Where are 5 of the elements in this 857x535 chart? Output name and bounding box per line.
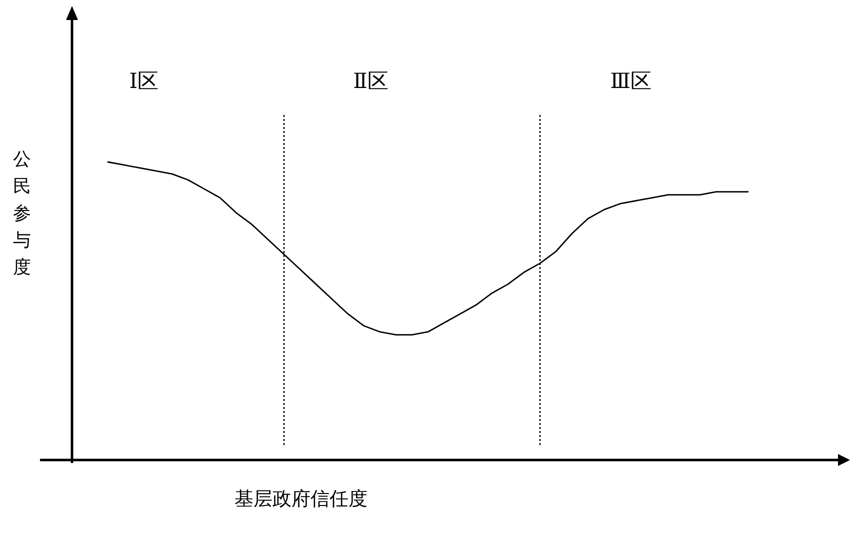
annotation: Ⅲ区 [610,69,652,93]
xlabel: 基层政府信任度 [234,489,368,510]
annotation: Ⅰ区 [129,69,159,93]
annotation: Ⅱ区 [353,69,388,93]
ylabel: 公民参与度 [13,149,31,277]
